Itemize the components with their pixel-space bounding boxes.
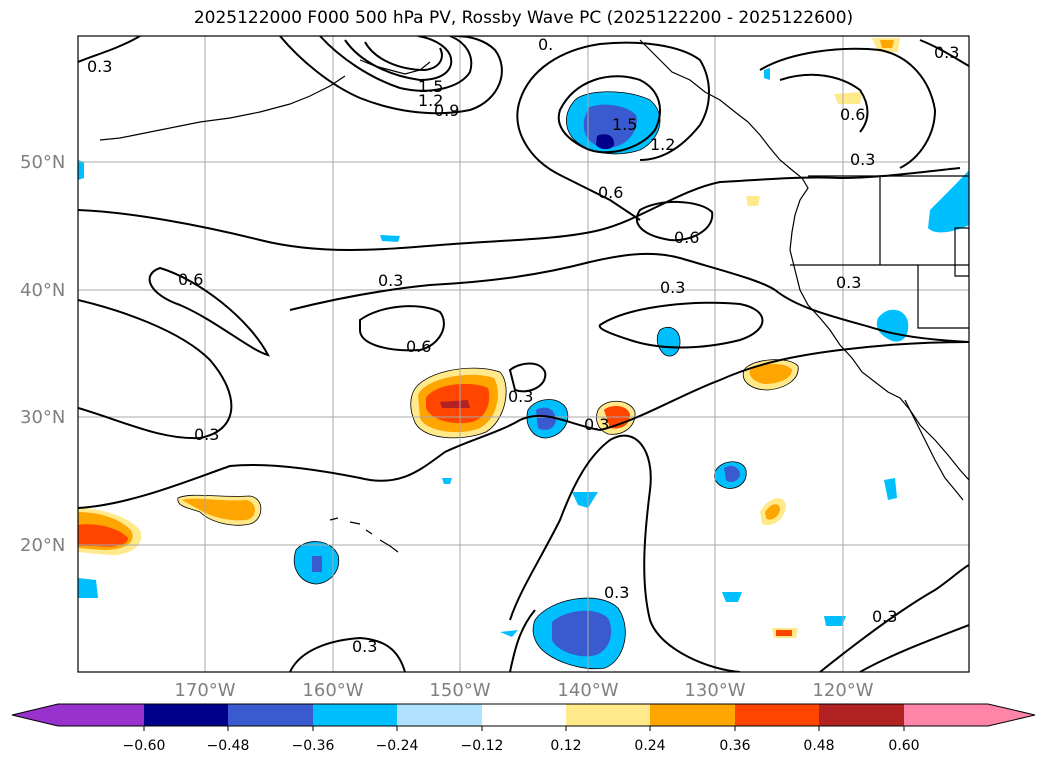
colorbar-tick-label: 0.60 — [888, 738, 919, 754]
positive-anomaly-region — [776, 630, 792, 636]
colorbar-bin — [650, 704, 735, 726]
colorbar-outline — [11, 703, 1036, 727]
colorbar-tick-label: 0.36 — [719, 738, 750, 754]
map-frame — [77, 35, 970, 673]
negative-anomaly-region — [536, 407, 556, 430]
negative-anomaly-region — [928, 170, 969, 233]
negative-anomaly-region — [724, 466, 740, 483]
contour-label: 0.3 — [850, 150, 875, 169]
longitude-label: 120°W — [812, 680, 873, 701]
latitude-labels: 50°N 40°N 30°N 20°N — [20, 152, 65, 556]
contour-label: 0.3 — [378, 271, 403, 290]
colorbar-bin — [904, 704, 988, 726]
negative-anomaly-region — [572, 492, 598, 508]
contour-label: 0.3 — [584, 415, 609, 434]
negative-anomaly-region — [876, 309, 909, 342]
negative-anomaly-region — [722, 592, 742, 602]
contour-label: 0.3 — [352, 637, 377, 656]
negative-anomaly-region — [764, 68, 770, 80]
negative-anomaly-region — [500, 630, 518, 637]
contour-label: 0.3 — [660, 278, 685, 297]
positive-anomaly-region — [765, 504, 780, 520]
colorbar-tick-label: 0.24 — [634, 738, 665, 754]
positive-anomaly-region — [880, 40, 894, 48]
negative-anomaly-region — [312, 556, 322, 572]
contour-label: 0.6 — [406, 337, 431, 356]
negative-anomaly-region — [78, 578, 98, 598]
latitude-label: 20°N — [20, 535, 65, 556]
colorbar-bin — [397, 704, 482, 726]
positive-anomaly-region — [440, 400, 470, 408]
negative-anomaly-region — [596, 134, 615, 150]
contour-label: 0.3 — [508, 387, 533, 406]
positive-anomaly-region — [78, 524, 128, 547]
negative-anomaly-region — [552, 610, 612, 657]
colorbar-max-extend — [988, 704, 1035, 726]
latitude-label: 40°N — [20, 280, 65, 301]
positive-anomaly-region — [834, 92, 862, 104]
contour-label: 1.2 — [650, 135, 675, 154]
contour-label: 1.5 — [612, 115, 637, 134]
longitude-labels: 170°W 160°W 150°W 140°W 130°W 120°W — [174, 680, 873, 701]
contour-label: 0.9 — [434, 101, 459, 120]
contour-label: 0.3 — [604, 583, 629, 602]
latitude-label: 50°N — [20, 152, 65, 173]
map-plot-area — [78, 36, 969, 672]
negative-anomaly-region — [78, 160, 84, 180]
colorbar-bin — [228, 704, 313, 726]
colorbar-tick-label: −0.24 — [376, 738, 419, 754]
colorbar-tick-label: −0.36 — [292, 738, 335, 754]
colorbar-bin — [735, 704, 819, 726]
contour-label: 0.6 — [178, 270, 203, 289]
negative-anomaly-region — [380, 235, 400, 242]
contour-label: 0.6 — [840, 105, 865, 124]
graticule — [78, 36, 969, 672]
longitude-label: 160°W — [302, 680, 363, 701]
colorbar-bin — [144, 704, 228, 726]
colorbar-tick-label: −0.12 — [461, 738, 504, 754]
contour-label: 1.5 — [418, 77, 443, 96]
colorbar-tick-label: 0.12 — [550, 738, 581, 754]
positive-anomaly-region — [746, 196, 760, 206]
positive-anomaly-region — [182, 498, 255, 521]
pv-contours — [78, 36, 969, 672]
longitude-label: 130°W — [684, 680, 745, 701]
colorbar: −0.60 −0.48 −0.36 −0.24 −0.12 0.12 0.24 … — [11, 703, 1036, 754]
longitude-label: 150°W — [429, 680, 490, 701]
colorbar-bin — [819, 704, 904, 726]
colorbar-min-extend — [12, 704, 58, 726]
colorbar-bin — [58, 704, 144, 726]
colorbar-bin — [566, 704, 650, 726]
colorbar-bin — [482, 704, 566, 726]
contour-label-group: 0.3 1.5 1.2 0.9 0. 1.5 1.2 0.6 0.3 0.6 0… — [87, 35, 959, 656]
contour-label: 0.3 — [87, 57, 112, 76]
positive-anomaly-region — [749, 364, 792, 384]
anomaly-outlines — [177, 91, 799, 670]
pv-anomaly-shading — [78, 38, 969, 669]
contour-label: 0.6 — [674, 228, 699, 247]
colorbar-tick-label: 0.48 — [803, 738, 834, 754]
contour-label: 0.3 — [194, 425, 219, 444]
negative-anomaly-region — [442, 478, 452, 484]
coastlines — [99, 39, 969, 553]
map-title: 2025122000 F000 500 hPa PV, Rossby Wave … — [193, 8, 854, 28]
contour-label: 0.3 — [872, 607, 897, 626]
contour-label: 0.3 — [934, 43, 959, 62]
negative-anomaly-region — [824, 616, 846, 626]
contour-label: 0.6 — [598, 183, 623, 202]
contour-label: 0.3 — [836, 273, 861, 292]
negative-anomaly-region — [657, 327, 680, 357]
colorbar-tick-label: −0.60 — [123, 738, 166, 754]
negative-anomaly-region — [884, 478, 897, 500]
latitude-label: 30°N — [20, 407, 65, 428]
longitude-label: 140°W — [557, 680, 618, 701]
colorbar-bin — [313, 704, 397, 726]
longitude-label: 170°W — [174, 680, 235, 701]
contour-label: 1.2 — [418, 91, 443, 110]
contour-label: 0. — [538, 35, 553, 54]
colorbar-tick-label: −0.48 — [207, 738, 250, 754]
